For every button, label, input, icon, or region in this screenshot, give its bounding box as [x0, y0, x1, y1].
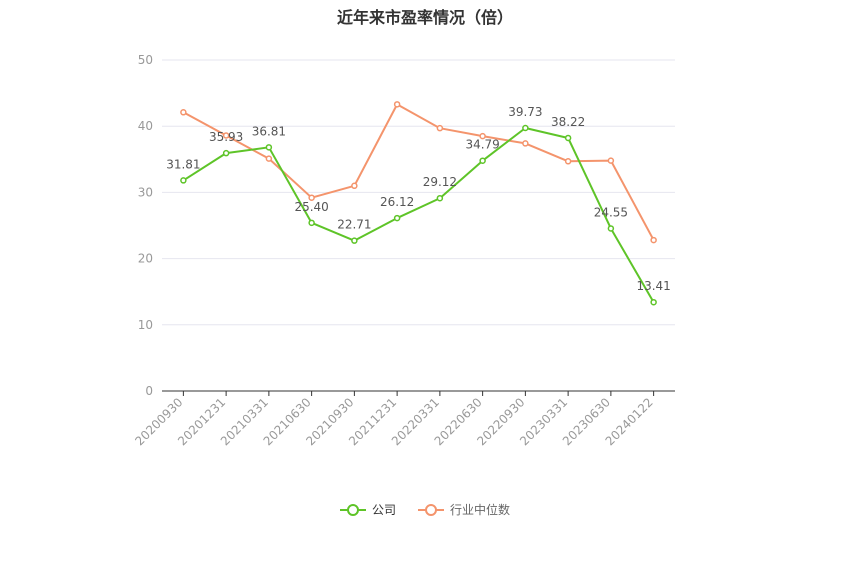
- y-tick-label-10: 10: [138, 318, 153, 332]
- data-label-company-20220930: 39.73: [508, 105, 542, 119]
- point-industry-20201231: [222, 132, 230, 139]
- data-label-company-20211231: 26.12: [380, 195, 414, 209]
- point-industry-20210630: [308, 194, 315, 201]
- data-label-company-20210630: 25.40: [294, 200, 328, 214]
- point-company-20220630: [479, 157, 486, 164]
- legend-label-company: 公司: [371, 503, 396, 517]
- y-tick-label-20: 20: [138, 252, 153, 266]
- legend: 公司 行业中位数: [0, 501, 850, 518]
- point-industry-20220331: [436, 124, 444, 132]
- legend-item-company[interactable]: 公司: [339, 501, 396, 518]
- data-label-company-20230331: 38.22: [551, 115, 585, 129]
- point-company-20210331: [265, 144, 273, 151]
- data-label-company-20201231: 35.93: [209, 130, 243, 144]
- legend-item-industry[interactable]: 行业中位数: [418, 501, 510, 518]
- data-label-company-20230630: 24.55: [594, 205, 628, 219]
- point-company-20220930: [522, 124, 529, 132]
- data-label-company-20210331: 36.81: [252, 124, 286, 138]
- y-tick-label-0: 0: [145, 384, 153, 398]
- data-label-company-20240122: 13.41: [636, 279, 670, 293]
- series-line-company: [182, 126, 655, 303]
- data-labels: 31.81 35.93 36.81 25.40 22.71 26.12 29.12 34.79…: [166, 105, 671, 293]
- point-industry-20220630: [479, 132, 486, 140]
- series-line-industry: [182, 103, 655, 241]
- data-label-company-20200930: 31.81: [166, 157, 200, 171]
- point-company-20210630: [308, 219, 315, 227]
- point-industry-20230331: [564, 158, 572, 165]
- point-company-20211231: [393, 214, 401, 222]
- legend-label-industry: 行业中位数: [450, 503, 511, 517]
- point-industry-20220930: [522, 140, 529, 147]
- y-tick-label-40: 40: [138, 119, 153, 133]
- point-industry-20200930: [180, 109, 187, 116]
- data-label-company-20210930: 22.71: [337, 218, 371, 232]
- point-company-20230630: [607, 225, 615, 232]
- grid-lines: [162, 59, 675, 326]
- y-tick-label-30: 30: [138, 185, 153, 199]
- axes: 0102030405020200930202012312021033120210…: [132, 53, 675, 448]
- point-industry-20240122: [650, 236, 657, 244]
- data-label-company-20220331: 29.12: [423, 175, 457, 189]
- point-company-20220331: [436, 194, 444, 202]
- point-industry-20210331: [265, 155, 273, 162]
- point-industry-20210930: [351, 182, 358, 190]
- data-label-company-20220630: 34.79: [465, 138, 499, 152]
- point-industry-20211231: [393, 101, 401, 108]
- point-company-20230331: [564, 134, 572, 142]
- chart-title: 近年来市盈率情况（倍）: [336, 8, 513, 27]
- point-company-20201231: [222, 149, 230, 157]
- y-tick-label-50: 50: [138, 53, 153, 67]
- point-company-20240122: [650, 298, 657, 306]
- legend-industry-marker-icon: [418, 503, 444, 516]
- point-company-20200930: [180, 177, 187, 184]
- series-layer: [180, 101, 657, 306]
- point-industry-20230630: [607, 157, 615, 164]
- point-company-20210930: [351, 237, 358, 244]
- legend-company-marker-icon: [339, 503, 366, 516]
